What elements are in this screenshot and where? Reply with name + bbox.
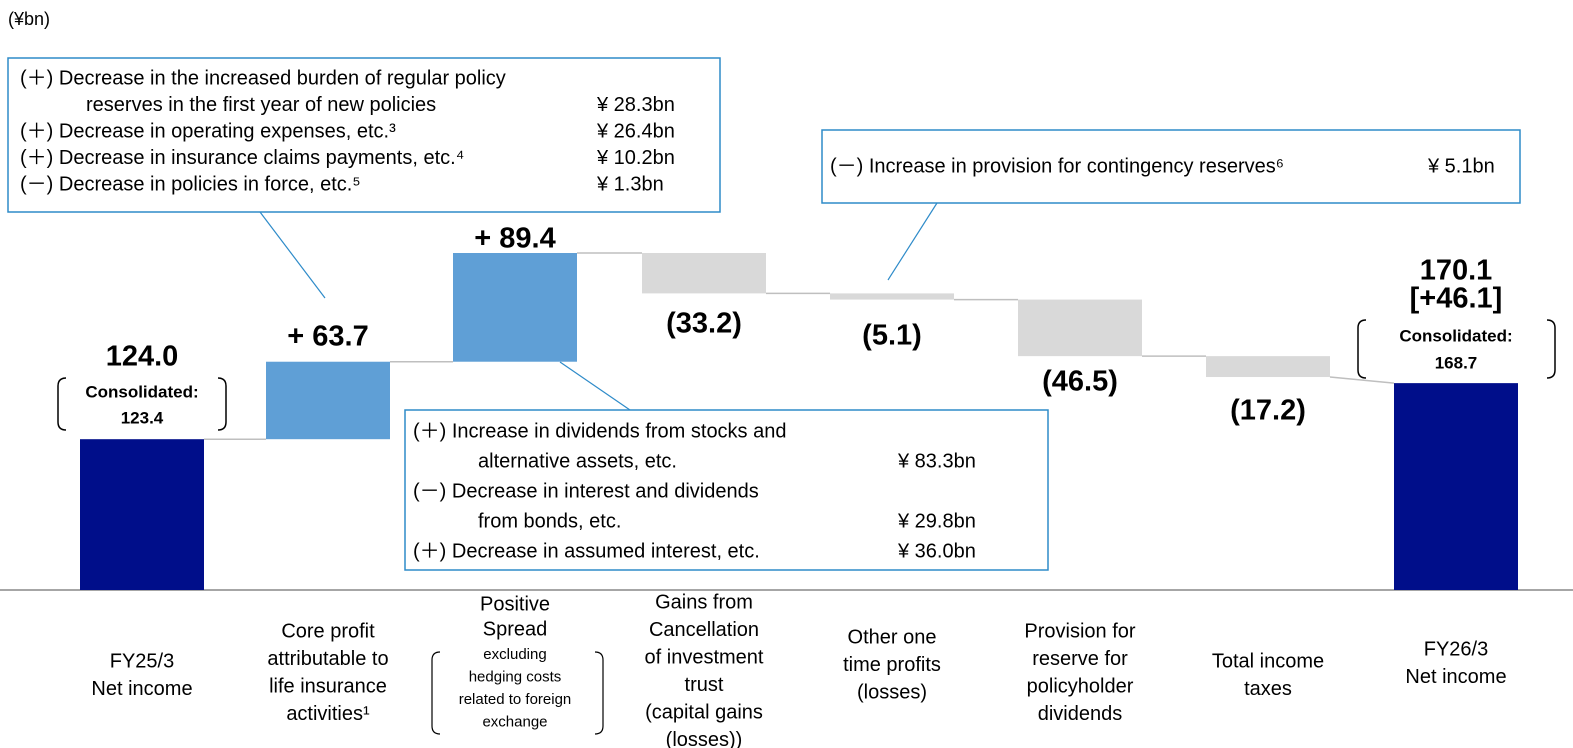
bar bbox=[453, 253, 577, 362]
callout-text: (－) Decrease in interest and dividends bbox=[413, 480, 759, 502]
value-label: 170.1 bbox=[1420, 255, 1493, 287]
x-tick-label: life insurance bbox=[269, 675, 387, 697]
callout-amount: ¥ 26.4bn bbox=[596, 120, 675, 142]
callout-leader bbox=[559, 361, 631, 411]
callout-amount: ¥ 36.0bn bbox=[897, 540, 976, 562]
callout-text: from bonds, etc. bbox=[478, 510, 621, 532]
unit-label: (¥bn) bbox=[8, 9, 50, 29]
bar bbox=[830, 293, 954, 300]
change-label: [+46.1] bbox=[1410, 283, 1503, 315]
x-tick-label: related to foreign bbox=[459, 691, 572, 708]
value-label: (33.2) bbox=[666, 308, 742, 340]
callout-text: reserves in the first year of new polici… bbox=[86, 94, 436, 116]
x-tick-label: Other one bbox=[848, 626, 937, 648]
x-tick-label: Provision for bbox=[1024, 620, 1135, 642]
x-tick-label: trust bbox=[685, 674, 724, 696]
callout-amount: ¥ 28.3bn bbox=[596, 94, 675, 116]
x-tick-label: time profits bbox=[843, 654, 941, 676]
x-tick-label: taxes bbox=[1244, 678, 1292, 700]
value-label: + 89.4 bbox=[474, 223, 555, 255]
callout-amount: ¥ 1.3bn bbox=[596, 173, 664, 195]
callout-text: (－) Increase in provision for contingenc… bbox=[830, 155, 1284, 177]
value-label: + 63.7 bbox=[287, 321, 368, 353]
callout-text: alternative assets, etc. bbox=[478, 450, 677, 472]
x-tick-label: reserve for bbox=[1032, 648, 1128, 670]
callout-amount: ¥ 5.1bn bbox=[1427, 155, 1495, 177]
bracket bbox=[57, 377, 227, 431]
consolidated-label: Consolidated: bbox=[1399, 326, 1512, 345]
callout-box bbox=[7, 57, 721, 213]
bar bbox=[80, 439, 204, 590]
value-label: (5.1) bbox=[862, 320, 922, 352]
x-tick-label: Cancellation bbox=[649, 619, 759, 641]
bar bbox=[266, 361, 390, 440]
callout-text: (－) Decrease in policies in force, etc.⁵ bbox=[20, 173, 361, 195]
x-tick-label: dividends bbox=[1038, 703, 1123, 725]
connector bbox=[1329, 376, 1395, 384]
consolidated-label: Consolidated: bbox=[85, 382, 198, 401]
callout-amount: ¥ 83.3bn bbox=[897, 450, 976, 472]
x-tick-label: activities¹ bbox=[286, 703, 370, 725]
bar bbox=[1206, 356, 1330, 378]
x-tick-label: exchange bbox=[482, 713, 547, 730]
consolidated-value: 123.4 bbox=[121, 408, 164, 427]
x-tick-label: FY26/3 bbox=[1424, 638, 1488, 660]
value-label: (17.2) bbox=[1230, 395, 1306, 427]
callout-text: (＋) Increase in dividends from stocks an… bbox=[413, 420, 787, 442]
x-tick-label: Core profit bbox=[281, 620, 375, 642]
bar bbox=[1018, 299, 1142, 357]
x-tick-label: excluding bbox=[483, 646, 546, 663]
callout-amount: ¥ 29.8bn bbox=[897, 510, 976, 532]
x-tick-label: of investment bbox=[645, 646, 764, 668]
callout-box bbox=[821, 129, 1521, 204]
x-tick-label: FY25/3 bbox=[110, 650, 174, 672]
x-tick-label: (losses) bbox=[857, 681, 927, 703]
callout-amount: ¥ 10.2bn bbox=[596, 147, 675, 169]
x-tick-label: Spread bbox=[483, 618, 548, 640]
callout-text: (＋) Decrease in operating expenses, etc.… bbox=[20, 120, 396, 142]
x-tick-label: policyholder bbox=[1027, 675, 1134, 697]
bar bbox=[1394, 383, 1518, 590]
callout-text: (＋) Decrease in insurance claims payment… bbox=[20, 147, 464, 169]
x-tick-label: Total income bbox=[1212, 650, 1324, 672]
x-tick-label: (losses)) bbox=[666, 729, 743, 748]
bar bbox=[642, 253, 766, 294]
x-tick-label: Gains from bbox=[655, 591, 753, 613]
x-tick-label: Net income bbox=[1405, 666, 1506, 688]
x-tick-label: hedging costs bbox=[469, 668, 562, 685]
consolidated-value: 168.7 bbox=[1435, 353, 1478, 372]
x-tick-label: Net income bbox=[91, 678, 192, 700]
value-label: 124.0 bbox=[106, 341, 179, 373]
x-tick-label: attributable to bbox=[267, 648, 388, 670]
x-tick-label: Positive bbox=[480, 593, 550, 615]
callout-box bbox=[404, 409, 1049, 571]
bracket bbox=[431, 651, 604, 735]
callout-leader bbox=[259, 211, 326, 299]
callout-leader bbox=[887, 202, 938, 281]
x-tick-label: (capital gains bbox=[645, 701, 763, 723]
bracket bbox=[1357, 319, 1556, 379]
callout-text: (＋) Decrease in the increased burden of … bbox=[20, 67, 506, 89]
value-label: (46.5) bbox=[1042, 366, 1118, 398]
callout-text: (＋) Decrease in assumed interest, etc. bbox=[413, 540, 760, 562]
